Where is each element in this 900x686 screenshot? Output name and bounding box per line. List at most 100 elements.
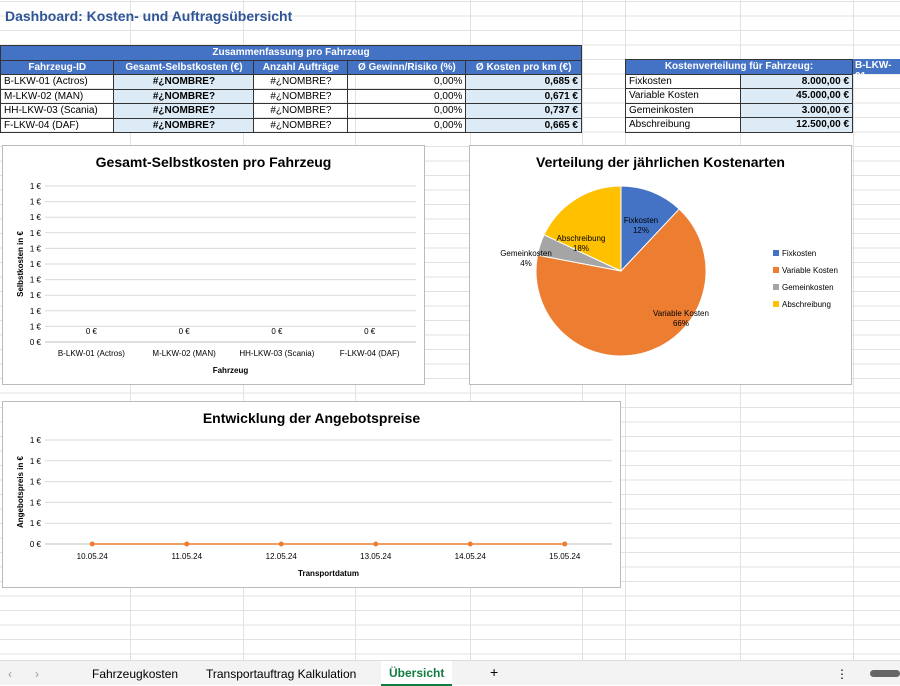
x-tick-label: B-LKW-01 (Actros) — [58, 349, 125, 358]
tab-transportauftrag[interactable]: Transportauftrag Kalkulation — [206, 667, 357, 681]
legend-swatch — [773, 267, 779, 273]
summary-cell[interactable]: 0,00% — [347, 103, 467, 119]
cost-value[interactable]: 3.000,00 € — [740, 102, 853, 118]
summary-cell[interactable]: 0,671 € — [465, 88, 582, 104]
x-tick-label: 12.05.24 — [266, 552, 298, 561]
vehicle-selector-cell[interactable]: B-LKW-01 — [853, 59, 900, 74]
summary-cell[interactable]: M-LKW-02 (MAN) — [0, 88, 115, 104]
y-tick-label: 1 € — [30, 229, 42, 238]
y-tick-label: 1 € — [30, 307, 42, 316]
tab-fahrzeugkosten[interactable]: Fahrzeugkosten — [92, 667, 179, 681]
pie-slice — [535, 208, 707, 357]
cost-value[interactable]: 12.500,00 € — [740, 117, 853, 133]
data-point — [562, 541, 568, 547]
x-axis-title: Transportdatum — [298, 569, 359, 578]
y-tick-label: 1 € — [30, 276, 42, 285]
x-tick-label: 13.05.24 — [360, 552, 392, 561]
cost-type[interactable]: Abschreibung — [625, 117, 741, 133]
line-chart[interactable]: Entwicklung der Angebotspreise 0 € 1 € 1 €… — [2, 401, 621, 588]
summary-cell[interactable]: #¿NOMBRE? — [113, 103, 255, 119]
pie-chart[interactable]: Verteilung der jährlichen Kostenarten Fi… — [469, 145, 852, 385]
y-tick-label: 1 € — [30, 244, 42, 253]
summary-cell[interactable]: HH-LKW-03 (Scania) — [0, 103, 115, 119]
summary-cell[interactable]: 0,685 € — [465, 74, 582, 90]
summary-cell[interactable]: #¿NOMBRE? — [113, 117, 255, 133]
data-point — [467, 541, 473, 547]
x-tick-label: 11.05.24 — [171, 552, 202, 561]
summary-header: Ø Gewinn/Risiko (%) — [347, 59, 467, 75]
distribution-row: Abschreibung 12.500,00 € — [625, 117, 853, 133]
data-label: 0 € — [86, 327, 98, 336]
pie-slice — [620, 185, 680, 273]
y-tick-label: 1 € — [30, 213, 42, 222]
summary-header: Anzahl Aufträge — [253, 59, 349, 75]
summary-cell[interactable]: 0,00% — [347, 88, 467, 104]
x-tick-label: F-LKW-04 (DAF) — [340, 349, 400, 358]
summary-cell[interactable]: #¿NOMBRE? — [113, 74, 255, 90]
data-label: 0 € — [364, 327, 376, 336]
summary-row: HH-LKW-03 (Scania) #¿NOMBRE? #¿NOMBRE? 0,00… — [0, 103, 582, 119]
data-point — [373, 541, 379, 547]
horizontal-scrollbar[interactable] — [870, 670, 900, 677]
y-tick-label: 1 € — [30, 436, 42, 445]
y-tick-label: 1 € — [30, 322, 42, 331]
summary-cell[interactable]: #¿NOMBRE? — [253, 103, 349, 119]
pie-slice — [543, 185, 622, 272]
dashboard-title: Dashboard: Kosten- und Auftragsübersicht — [5, 8, 293, 24]
slice-label: Fixkosten — [624, 216, 658, 225]
slice-percent: 66% — [673, 319, 689, 328]
legend-label: Gemeinkosten — [782, 283, 834, 292]
slice-label: Abschreibung — [557, 234, 606, 243]
distribution-row: Gemeinkosten 3.000,00 € — [625, 102, 853, 118]
cost-type[interactable]: Fixkosten — [625, 73, 741, 89]
slice-label: Variable Kosten — [653, 309, 709, 318]
sheet-tab-bar: ‹ › Fahrzeugkosten Transportauftrag Kalk… — [0, 660, 900, 686]
summary-cell[interactable]: #¿NOMBRE? — [113, 88, 255, 104]
data-point — [89, 541, 95, 547]
legend-swatch — [773, 250, 779, 256]
x-tick-label: 10.05.24 — [77, 552, 109, 561]
cost-type[interactable]: Variable Kosten — [625, 88, 741, 104]
summary-cell[interactable]: #¿NOMBRE? — [253, 88, 349, 104]
distribution-table: Kostenverteilung für Fahrzeug: Fixkosten… — [625, 59, 853, 133]
scroll-right-icon[interactable]: › — [35, 667, 39, 681]
cost-value[interactable]: 8.000,00 € — [740, 73, 853, 89]
y-tick-label: 1 € — [30, 198, 42, 207]
summary-header: Fahrzeug-ID — [0, 59, 115, 75]
summary-header: Ø Kosten pro km (€) — [465, 59, 582, 75]
cost-value[interactable]: 45.000,00 € — [740, 88, 853, 104]
y-tick-label: 0 € — [30, 338, 42, 347]
y-tick-label: 1 € — [30, 519, 42, 528]
x-tick-label: 15.05.24 — [549, 552, 581, 561]
cost-type[interactable]: Gemeinkosten — [625, 102, 741, 118]
summary-cell[interactable]: 0,737 € — [465, 103, 582, 119]
legend-label: Fixkosten — [782, 249, 816, 258]
y-tick-label: 1 € — [30, 291, 42, 300]
slice-percent: 4% — [520, 259, 532, 268]
summary-row: F-LKW-04 (DAF) #¿NOMBRE? #¿NOMBRE? 0,00% 0,6… — [0, 117, 582, 133]
y-tick-label: 1 € — [30, 457, 42, 466]
data-label: 0 € — [271, 327, 283, 336]
x-tick-label: 14.05.24 — [455, 552, 487, 561]
summary-cell[interactable]: 0,00% — [347, 74, 467, 90]
summary-row: B-LKW-01 (Actros) #¿NOMBRE? #¿NOMBRE? 0,00%… — [0, 74, 582, 90]
scroll-left-icon[interactable]: ‹ — [8, 667, 12, 681]
tab-uebersicht[interactable]: Übersicht — [381, 661, 453, 686]
summary-cell[interactable]: B-LKW-01 (Actros) — [0, 74, 115, 90]
distribution-caption: Kostenverteilung für Fahrzeug: — [625, 59, 853, 75]
y-tick-label: 1 € — [30, 182, 42, 191]
data-label: 0 € — [179, 327, 191, 336]
summary-cell[interactable]: #¿NOMBRE? — [253, 117, 349, 133]
summary-header: Gesamt-Selbstkosten (€) — [113, 59, 255, 75]
summary-cell[interactable]: 0,00% — [347, 117, 467, 133]
more-options-icon[interactable]: ⋮ — [836, 667, 848, 681]
x-tick-label: M-LKW-02 (MAN) — [152, 349, 216, 358]
summary-cell[interactable]: F-LKW-04 (DAF) — [0, 117, 115, 133]
distribution-row: Fixkosten 8.000,00 € — [625, 73, 853, 89]
summary-table: Zusammenfassung pro Fahrzeug Fahrzeug-ID… — [0, 45, 582, 133]
legend-label: Variable Kosten — [782, 266, 838, 275]
bar-chart[interactable]: Gesamt-Selbstkosten pro Fahrzeug 0 € 1 € 1… — [2, 145, 425, 385]
summary-cell[interactable]: 0,665 € — [465, 117, 582, 133]
add-sheet-button[interactable]: + — [490, 664, 499, 680]
summary-cell[interactable]: #¿NOMBRE? — [253, 74, 349, 90]
